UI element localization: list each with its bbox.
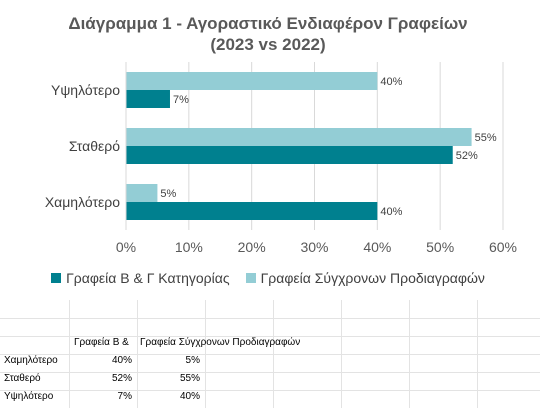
data-label: 7%: [173, 94, 189, 106]
bar-1: [126, 146, 453, 164]
bar-2: [126, 128, 472, 146]
table-row-label[interactable]: Υψηλότερο: [4, 391, 54, 402]
legend-item-series-2: Γραφεία Σύγχρονων Προδιαγραφών: [245, 270, 485, 286]
x-tick-label: 60%: [489, 239, 517, 255]
bar-1: [126, 90, 170, 108]
chart-legend: Γραφεία Β & Γ Κατηγορίας Γραφεία Σύγχρον…: [0, 270, 536, 286]
table-cell[interactable]: 7%: [117, 391, 132, 402]
legend-item-series-1: Γραφεία Β & Γ Κατηγορίας: [51, 270, 230, 286]
table-header-series-2[interactable]: Γραφεία Σύγχρονων Προδιαγραφών: [140, 337, 301, 348]
legend-label-series-1: Γραφεία Β & Γ Κατηγορίας: [66, 270, 230, 286]
table-row-label[interactable]: Χαμηλότερο: [4, 355, 58, 366]
bar-2: [126, 72, 378, 90]
x-tick-label: 10%: [175, 239, 203, 255]
table-cell[interactable]: 40%: [179, 391, 200, 402]
x-tick-label: 40%: [363, 239, 391, 255]
x-tick-label: 50%: [426, 239, 454, 255]
legend-label-series-2: Γραφεία Σύγχρονων Προδιαγραφών: [260, 270, 485, 286]
data-label: 40%: [380, 206, 402, 218]
chart-area: Διάγραμμα 1 - Αγοραστικό Ενδιαφέρον Γραφ…: [0, 14, 536, 286]
table-cell[interactable]: 40%: [111, 355, 132, 366]
table-cell[interactable]: 52%: [111, 373, 132, 384]
bar-2: [126, 184, 158, 202]
category-label: Σταθερό: [69, 138, 120, 154]
table-cell[interactable]: 55%: [179, 373, 200, 384]
bar-chart: 0% 10% 20% 30% 40% 50% 60% Υψηλότερο 40% 7% Σταθερ…: [45, 62, 517, 255]
legend-swatch-series-2: [245, 273, 256, 283]
table-row-label[interactable]: Σταθερό: [4, 373, 41, 384]
table-header-series-1[interactable]: Γραφεία Β &: [74, 337, 129, 348]
data-label: 40%: [380, 76, 402, 88]
data-label: 55%: [475, 132, 497, 144]
chart-title: Διάγραμμα 1 - Αγοραστικό Ενδιαφέρον Γραφ…: [68, 14, 468, 33]
x-tick-label: 0%: [116, 239, 136, 255]
category-label: Υψηλότερο: [51, 82, 120, 98]
chart-subtitle: (2023 vs 2022): [210, 35, 326, 54]
category-label: Χαμηλότερο: [45, 194, 120, 210]
x-tick-label: 30%: [300, 239, 328, 255]
data-label: 5%: [160, 188, 176, 200]
data-label: 52%: [456, 150, 478, 162]
x-tick-label: 20%: [238, 239, 266, 255]
bar-1: [126, 202, 378, 220]
legend-swatch-series-1: [51, 273, 62, 283]
table-cell[interactable]: 5%: [185, 355, 200, 366]
